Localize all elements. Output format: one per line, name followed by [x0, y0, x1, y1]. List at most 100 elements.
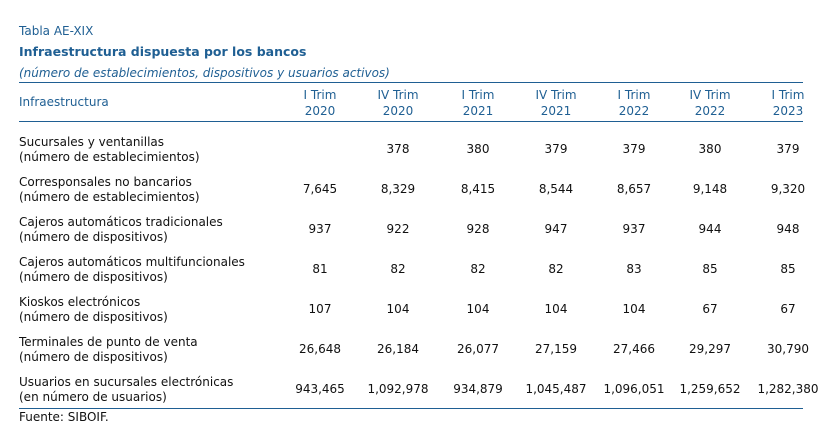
header-col-year: 2020: [304, 104, 336, 118]
row-label-unit: (en número de usuarios): [19, 390, 167, 404]
header-bottom-rule: [19, 121, 803, 122]
header-col-year: 2022: [618, 104, 650, 118]
table-cell: 107: [308, 302, 332, 316]
row-label-unit: (número de dispositivos): [19, 350, 168, 364]
table-cell: 104: [386, 302, 410, 316]
table-cell: 9,148: [692, 182, 728, 196]
table-cell: 8,329: [380, 182, 416, 196]
table-cell: 1,045,487: [525, 382, 587, 396]
table-cell: 1,092,978: [367, 382, 429, 396]
table-cell: 81: [312, 262, 328, 276]
table-cell: 29,297: [689, 342, 731, 356]
header-infraestructura: Infraestructura: [19, 95, 109, 109]
header-col-year: 2023: [772, 104, 804, 118]
row-label-main: Usuarios en sucursales electrónicas: [19, 375, 234, 389]
table-row: Usuarios en sucursales electrónicas (en n…: [19, 373, 819, 413]
table-row: Cajeros automáticos multifuncionales (núm…: [19, 253, 803, 293]
header-col-5: I Trim 2022: [594, 87, 674, 119]
row-label-main: Kioskos electrónicos: [19, 295, 141, 309]
row-label: Kioskos electrónicos (número de dispositi…: [19, 295, 168, 325]
table-cell: 30,790: [767, 342, 809, 356]
header-col-6: IV Trim 2022: [670, 87, 750, 119]
row-label: Usuarios en sucursales electrónicas (en n…: [19, 375, 233, 405]
header-col-2: IV Trim 2020: [358, 87, 438, 119]
table-subtitle: (número de establecimientos, dispositivo…: [19, 66, 390, 80]
table-cell: 937: [622, 222, 646, 236]
table-source: Fuente: SIBOIF.: [19, 410, 109, 424]
header-col-period: IV Trim: [377, 88, 419, 102]
row-label: Corresponsales no bancarios (número de es…: [19, 175, 200, 205]
table-cell: 104: [466, 302, 490, 316]
table-cell: 8,415: [460, 182, 496, 196]
table-row: Sucursales y ventanillas (número de estab…: [19, 133, 803, 173]
table-cell: 26,077: [457, 342, 499, 356]
header-col-year: 2021: [462, 104, 494, 118]
table-cell: 26,648: [299, 342, 341, 356]
header-col-year: 2022: [694, 104, 726, 118]
row-label-main: Cajeros automáticos multifuncionales: [19, 255, 245, 269]
table-cell: 8,544: [538, 182, 574, 196]
table-cell: 378: [386, 142, 410, 156]
table-cell: 82: [470, 262, 486, 276]
table-cell: 947: [544, 222, 568, 236]
table-cell: 379: [622, 142, 646, 156]
row-label-unit: (número de establecimientos): [19, 150, 200, 164]
row-label-main: Corresponsales no bancarios: [19, 175, 192, 189]
table-title: Infraestructura dispuesta por los bancos: [19, 44, 307, 59]
table-cell: 1,259,652: [679, 382, 741, 396]
row-label: Cajeros automáticos multifuncionales (núm…: [19, 255, 245, 285]
table-row: Kioskos electrónicos (número de dispositi…: [19, 293, 803, 333]
row-label-unit: (número de dispositivos): [19, 270, 168, 284]
header-col-4: IV Trim 2021: [516, 87, 596, 119]
table-cell: 67: [780, 302, 796, 316]
header-col-3: I Trim 2021: [438, 87, 518, 119]
header-col-7: I Trim 2023: [748, 87, 822, 119]
row-label: Cajeros automáticos tradicionales (número…: [19, 215, 223, 245]
row-label-main: Cajeros automáticos tradicionales: [19, 215, 223, 229]
table-cell: 7,645: [302, 182, 338, 196]
table-row: Terminales de punto de venta (número de d…: [19, 333, 809, 373]
row-label-unit: (número de dispositivos): [19, 230, 168, 244]
table-cell: 943,465: [295, 382, 345, 396]
header-top-rule: [19, 82, 803, 83]
table-cell: 379: [544, 142, 568, 156]
header-col-year: 2021: [540, 104, 572, 118]
table-label: Tabla AE-XIX: [19, 24, 94, 38]
table-cell: 104: [544, 302, 568, 316]
footer-rule: [19, 408, 803, 409]
table-cell: 104: [622, 302, 646, 316]
header-col-period: I Trim: [771, 88, 805, 102]
row-label: Terminales de punto de venta (número de d…: [19, 335, 198, 365]
row-label-main: Sucursales y ventanillas: [19, 135, 165, 149]
header-col-year: 2020: [382, 104, 414, 118]
table-cell: 26,184: [377, 342, 419, 356]
table-cell: 1,096,051: [603, 382, 665, 396]
header-col-period: IV Trim: [689, 88, 731, 102]
table-cell: 948: [776, 222, 800, 236]
header-col-1: I Trim 2020: [280, 87, 360, 119]
row-label-unit: (número de dispositivos): [19, 310, 168, 324]
header-col-period: I Trim: [303, 88, 337, 102]
header-col-period: IV Trim: [535, 88, 577, 102]
header-col-period: I Trim: [617, 88, 651, 102]
table-header: Infraestructura I Trim 2020 IV Trim 2020 I T…: [19, 87, 804, 121]
row-label: Sucursales y ventanillas (número de estab…: [19, 135, 200, 165]
table-cell: 380: [698, 142, 722, 156]
table-cell: 27,466: [613, 342, 655, 356]
row-label-unit: (número de establecimientos): [19, 190, 200, 204]
table-cell: 82: [548, 262, 564, 276]
table-cell: 379: [776, 142, 800, 156]
table-cell: 928: [466, 222, 490, 236]
table-cell: 67: [702, 302, 718, 316]
table-cell: 27,159: [535, 342, 577, 356]
table-row: Cajeros automáticos tradicionales (número…: [19, 213, 803, 253]
table-cell: 922: [386, 222, 410, 236]
table-body: Sucursales y ventanillas (número de estab…: [19, 133, 819, 413]
row-label-main: Terminales de punto de venta: [19, 335, 198, 349]
table-cell: 83: [626, 262, 642, 276]
table-cell: 85: [780, 262, 796, 276]
table-cell: 82: [390, 262, 406, 276]
header-col-period: I Trim: [461, 88, 495, 102]
table-cell: 85: [702, 262, 718, 276]
table-cell: 934,879: [453, 382, 503, 396]
